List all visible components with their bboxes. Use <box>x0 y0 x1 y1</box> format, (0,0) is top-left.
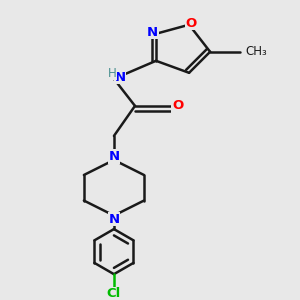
Text: N: N <box>108 213 119 226</box>
Text: N: N <box>147 26 158 39</box>
Text: N: N <box>108 150 119 163</box>
Text: O: O <box>186 17 197 30</box>
Text: O: O <box>172 99 183 112</box>
Text: H: H <box>108 67 117 80</box>
Text: CH₃: CH₃ <box>246 45 267 58</box>
Text: Cl: Cl <box>107 287 121 300</box>
Text: N: N <box>114 71 125 84</box>
